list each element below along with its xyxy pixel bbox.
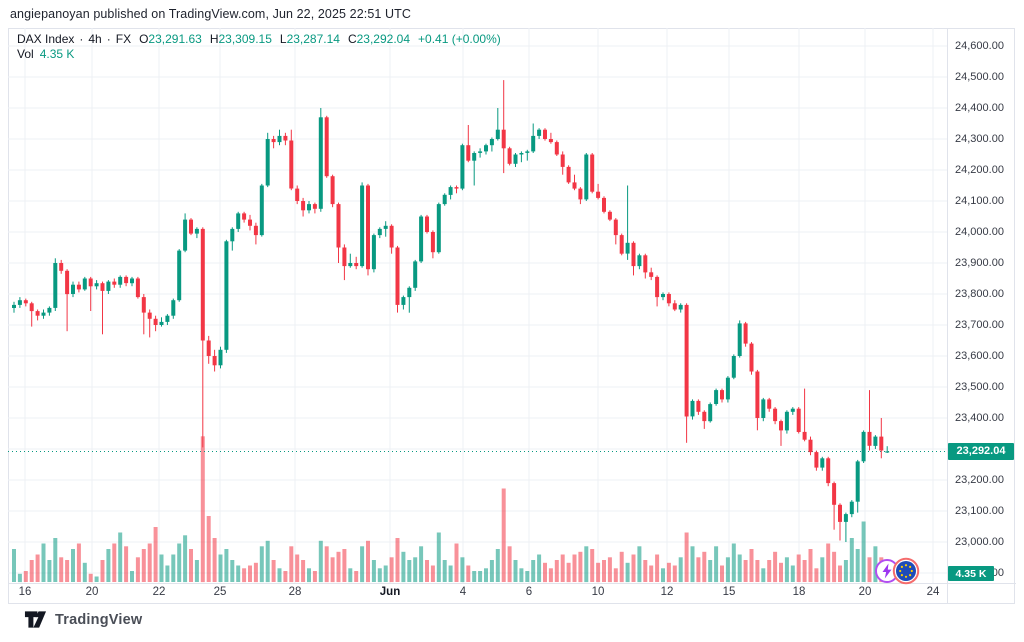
ohlc-low: L23,287.14 — [279, 32, 340, 46]
time-label: 4 — [459, 586, 467, 598]
vol-label: Vol — [17, 47, 34, 61]
time-axis[interactable]: 16 20 22 25 28 Jun 4 6 10 12 15 18 20 24 — [8, 584, 947, 604]
price-axis[interactable]: 24,600.00 24,500.00 24,400.00 24,300.00 24,2… — [948, 28, 1024, 583]
price-axis-separator — [947, 28, 948, 604]
legend-separator: · — [79, 32, 84, 46]
price-tick: 24,300.00 — [955, 133, 1004, 145]
price-tick: 23,200.00 — [955, 474, 1004, 486]
footer: TradingView — [24, 610, 142, 629]
ohlc-high: H23,309.15 — [209, 32, 272, 46]
price-tick: 23,600.00 — [955, 350, 1004, 362]
time-label: 10 — [591, 586, 605, 598]
published-line: angiepanoyan published on TradingView.co… — [10, 7, 411, 21]
time-label: 6 — [525, 586, 533, 598]
time-label: 22 — [152, 586, 166, 598]
symbol-legend: DAX Index · 4h · FX O23,291.63 H23,309.1… — [17, 32, 501, 46]
change-label: +0.41 (+0.00%) — [418, 32, 501, 46]
price-tick: 24,500.00 — [955, 71, 1004, 83]
price-tick: 23,000.00 — [955, 536, 1004, 548]
legend-separator: · — [106, 32, 111, 46]
exchange-label: FX — [115, 32, 132, 46]
price-tick: 23,800.00 — [955, 288, 1004, 300]
time-label: 24 — [926, 586, 940, 598]
chart-frame — [8, 28, 1015, 604]
price-tick: 24,000.00 — [955, 226, 1004, 238]
tradingview-logo-icon[interactable] — [24, 610, 47, 629]
vol-value: 4.35 K — [39, 47, 75, 61]
price-tick: 23,100.00 — [955, 505, 1004, 517]
time-label: 20 — [858, 586, 872, 598]
reaction-icons[interactable] — [872, 557, 920, 585]
price-tick: 24,600.00 — [955, 40, 1004, 52]
time-label: 18 — [792, 586, 806, 598]
chart-canvas[interactable] — [8, 28, 947, 583]
price-tick: 23,900.00 — [955, 257, 1004, 269]
volume-legend: Vol 4.35 K — [17, 47, 74, 61]
price-tick: 23,500.00 — [955, 381, 1004, 393]
time-label: 28 — [288, 586, 302, 598]
price-tick: 23,400.00 — [955, 412, 1004, 424]
price-tick: 24,100.00 — [955, 195, 1004, 207]
price-tick: 24,400.00 — [955, 102, 1004, 114]
last-volume-badge: 4.35 K — [948, 566, 994, 581]
tradingview-brand[interactable]: TradingView — [55, 611, 143, 628]
time-label: 25 — [213, 586, 227, 598]
time-label: Jun — [379, 586, 401, 598]
ohlc-close: C23,292.04 — [347, 32, 411, 46]
last-price-badge: 23,292.04 — [948, 442, 1014, 460]
interval-label[interactable]: 4h — [88, 32, 102, 46]
price-tick: 23,700.00 — [955, 319, 1004, 331]
time-label: 16 — [18, 586, 32, 598]
symbol-title[interactable]: DAX Index — [17, 32, 75, 46]
eu-flag-icon[interactable] — [892, 557, 920, 585]
price-tick: 24,200.00 — [955, 164, 1004, 176]
time-axis-separator — [8, 583, 1016, 584]
time-label: 15 — [722, 586, 736, 598]
ohlc-open: O23,291.63 — [139, 32, 202, 46]
time-label: 20 — [85, 586, 99, 598]
time-label: 12 — [660, 586, 674, 598]
